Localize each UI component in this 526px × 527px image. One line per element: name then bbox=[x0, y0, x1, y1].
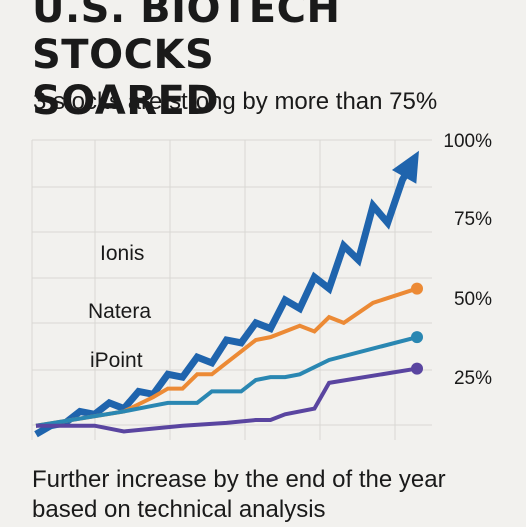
series-line-ipoint bbox=[35, 335, 418, 428]
series-label-ipoint: iPoint bbox=[90, 349, 143, 372]
title-line-1: U.S. BIOTECH STOCKS bbox=[32, 0, 341, 78]
series-end-marker bbox=[411, 362, 423, 375]
arrowhead-ionis bbox=[391, 150, 419, 184]
series-line-natera bbox=[35, 286, 418, 428]
chart-title: U.S. BIOTECH STOCKS SOARED bbox=[32, 0, 526, 124]
series-end-marker bbox=[411, 282, 423, 295]
series-line-ionis bbox=[34, 164, 414, 438]
chart-footnote: Further increase by the end of the year … bbox=[32, 465, 502, 525]
y-tick-label: 75% bbox=[454, 209, 492, 230]
footnote-line-2: based on technical analysis bbox=[32, 496, 326, 523]
y-tick-label: 50% bbox=[454, 289, 492, 310]
y-tick-label: 100% bbox=[443, 131, 492, 152]
footnote-line-1: Further increase by the end of the year bbox=[32, 466, 446, 493]
series-label-ionis: Ionis bbox=[100, 242, 144, 265]
series-line-fourth bbox=[36, 366, 418, 434]
series-end-marker bbox=[411, 331, 423, 344]
y-tick-label: 25% bbox=[454, 368, 492, 389]
chart-subtitle: 3 stocks are strong by more than 75% bbox=[33, 88, 438, 115]
series-label-natera: Natera bbox=[88, 300, 151, 323]
title-line-2: SOARED bbox=[32, 78, 220, 124]
